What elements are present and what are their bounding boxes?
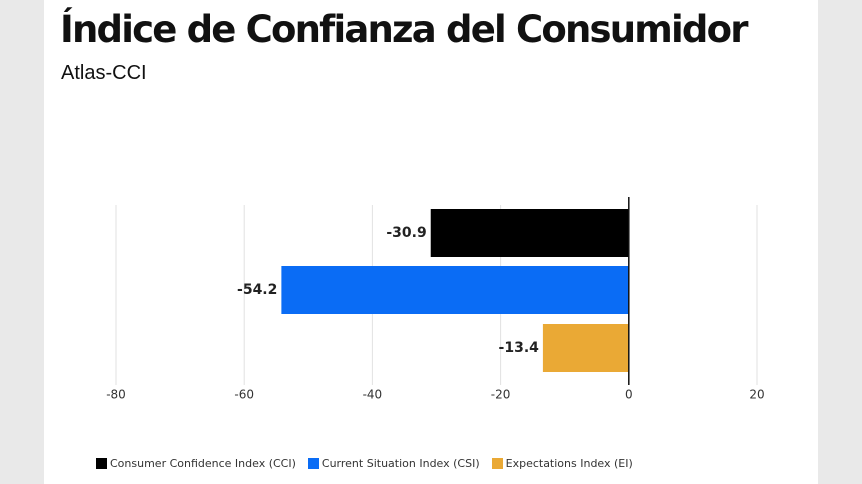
legend-item: Consumer Confidence Index (CCI) [96,457,296,470]
bar-value-label: -54.2 [237,282,277,298]
x-tick-label: 0 [625,388,633,402]
bar [430,209,629,257]
chart-subtitle: Atlas-CCI [61,62,147,84]
legend-label: Consumer Confidence Index (CCI) [110,457,296,470]
legend-item: Current Situation Index (CSI) [307,457,480,470]
chart-legend: Consumer Confidence Index (CCI) Current S… [96,457,645,470]
legend-swatch [491,458,503,469]
legend-label: Current Situation Index (CSI) [321,457,480,470]
chart-title: Índice de Confianza del Consumidor [60,8,748,51]
x-tick-label: 20 [749,388,764,402]
bar [542,324,629,372]
chart-card: Índice de Confianza del Consumidor Atlas… [44,0,818,484]
bar-chart: -80 -60 -40 -20 0 20 -30.9 -54.2 -13.4 [106,197,765,402]
x-tick-label: -60 [234,388,254,402]
bar-value-label: -30.9 [386,225,426,241]
x-tick-label: -80 [106,388,126,402]
bar [281,266,629,314]
x-tick-label: -40 [363,388,383,402]
x-tick-label: -20 [491,388,511,402]
legend-swatch [307,458,319,469]
legend-swatch [96,458,107,469]
legend-label: Expectations Index (EI) [505,457,633,470]
legend-item: Expectations Index (EI) [491,457,633,470]
bar-value-label: -13.4 [499,340,540,356]
